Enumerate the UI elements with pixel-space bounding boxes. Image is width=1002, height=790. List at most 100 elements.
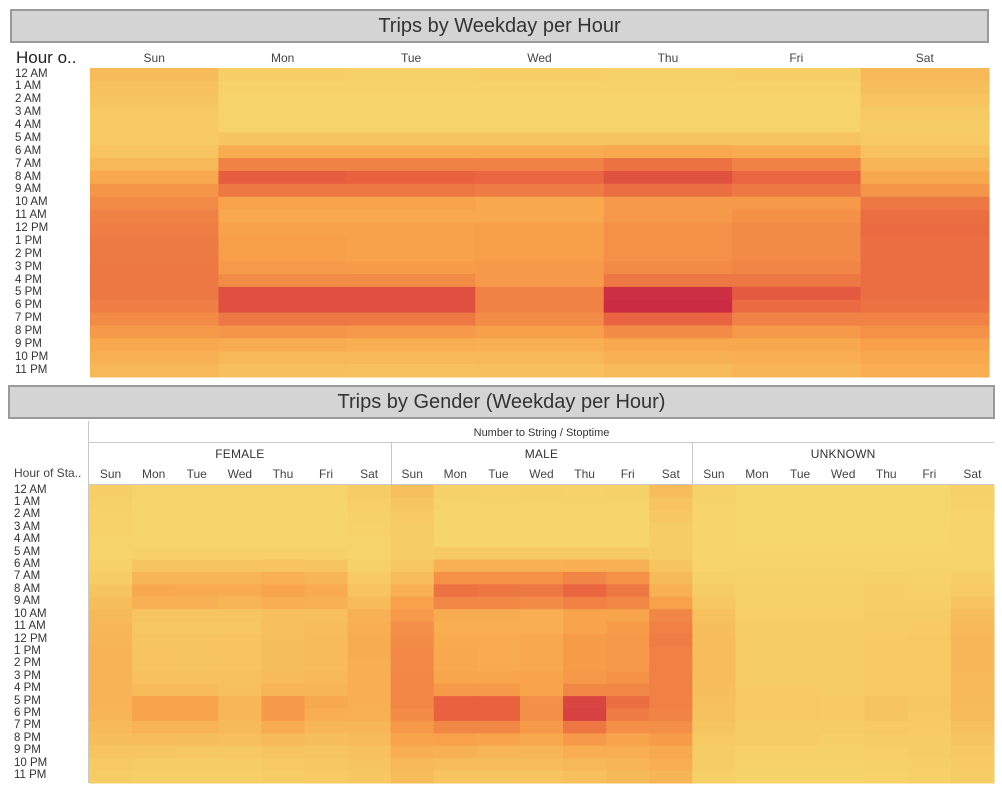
heat-cell xyxy=(821,646,866,660)
heat-cell xyxy=(218,770,262,784)
row-label: 5 PM xyxy=(15,286,42,299)
heat-cell xyxy=(346,299,476,314)
heat-cell xyxy=(433,522,478,536)
heat-cell xyxy=(132,770,176,784)
heat-cell xyxy=(218,497,262,511)
heat-cell xyxy=(218,312,348,326)
row-label: 9 PM xyxy=(15,337,42,350)
heat-cell xyxy=(90,209,219,223)
column-label: Tue xyxy=(400,51,422,65)
heat-cell xyxy=(649,559,693,573)
heat-cell xyxy=(732,80,862,95)
heat-cell xyxy=(864,745,909,759)
heat-cell xyxy=(735,621,780,635)
gender-group-label: FEMALE xyxy=(215,447,265,461)
heat-cell xyxy=(778,534,823,548)
heat-cell xyxy=(649,758,693,772)
heat-cell xyxy=(218,171,348,185)
heat-cell xyxy=(475,312,605,326)
heat-cell xyxy=(778,621,823,635)
heat-cell xyxy=(390,547,435,560)
heat-cell xyxy=(346,235,476,249)
heat-cell xyxy=(90,158,219,172)
heat-cell xyxy=(778,708,823,722)
heat-cell xyxy=(563,745,607,759)
heat-cell xyxy=(132,646,176,660)
heat-cell xyxy=(864,708,909,722)
column-label: Sat xyxy=(661,467,680,481)
heat-cell xyxy=(261,485,305,498)
row-label: 7 PM xyxy=(15,312,42,325)
heat-cell xyxy=(89,696,133,709)
heat-cell xyxy=(90,299,219,314)
row-label: 7 AM xyxy=(14,570,41,583)
heat-cell xyxy=(821,745,866,759)
heat-cell xyxy=(261,770,305,784)
heat-cell xyxy=(218,696,262,709)
heat-cell xyxy=(519,509,564,523)
heat-cell xyxy=(475,158,605,172)
heat-cell xyxy=(563,497,607,511)
heat-cell xyxy=(563,683,607,697)
heat-cell xyxy=(907,497,952,511)
heat-cell xyxy=(950,733,995,747)
heat-cell xyxy=(476,708,521,722)
heat-cell xyxy=(390,509,435,523)
heat-cell xyxy=(433,770,478,784)
heat-cell xyxy=(735,497,780,511)
heat-cell xyxy=(732,132,862,146)
heat-cell xyxy=(433,534,478,548)
heat-cell xyxy=(860,338,990,352)
heat-cell xyxy=(175,720,219,734)
heat-cell xyxy=(390,646,435,660)
heat-cell xyxy=(90,338,219,352)
heat-cell xyxy=(778,497,823,511)
heat-cell xyxy=(563,485,607,498)
heat-cell xyxy=(347,720,392,734)
heat-cell xyxy=(860,312,990,326)
heat-cell xyxy=(261,708,305,722)
heat-cell xyxy=(89,671,133,685)
heat-cell xyxy=(950,497,995,511)
heat-cell xyxy=(606,770,650,784)
heat-cell xyxy=(606,596,650,610)
heat-cell xyxy=(649,547,693,560)
heat-cell xyxy=(347,634,392,647)
heat-cell xyxy=(218,646,262,660)
heat-cell xyxy=(606,671,650,685)
heat-cell xyxy=(692,609,736,623)
heat-cell xyxy=(860,158,990,172)
heat-cell xyxy=(907,770,952,784)
heat-cell xyxy=(563,658,607,672)
heat-cell xyxy=(907,559,952,573)
heat-cell xyxy=(475,299,605,314)
heat-cell xyxy=(433,696,478,709)
heat-cell xyxy=(218,209,348,223)
heat-cell xyxy=(132,485,176,498)
heat-cell xyxy=(304,658,349,672)
heat-cell xyxy=(732,158,862,172)
column-label: Sun xyxy=(99,467,122,481)
column-label: Sun xyxy=(703,467,725,481)
heat-cell xyxy=(778,584,823,598)
heat-cell xyxy=(476,758,521,772)
heat-cell xyxy=(433,609,478,623)
heat-cell xyxy=(218,571,262,585)
heat-cell xyxy=(433,571,478,585)
heat-cell xyxy=(433,485,478,498)
heat-cell xyxy=(90,106,219,120)
heat-cell xyxy=(821,596,866,610)
heat-cell xyxy=(390,584,435,598)
heat-cell xyxy=(860,261,990,275)
heat-cell xyxy=(132,621,176,635)
heat-cell xyxy=(132,696,176,709)
heat-cell xyxy=(692,708,736,722)
heat-cell xyxy=(732,222,862,236)
heat-cell xyxy=(907,720,952,734)
heat-cell xyxy=(735,634,780,647)
heat-cell xyxy=(606,683,650,697)
heat-cell xyxy=(735,534,780,548)
heat-cell xyxy=(390,671,435,685)
heat-cell xyxy=(864,770,909,784)
heat-cell xyxy=(606,547,650,560)
